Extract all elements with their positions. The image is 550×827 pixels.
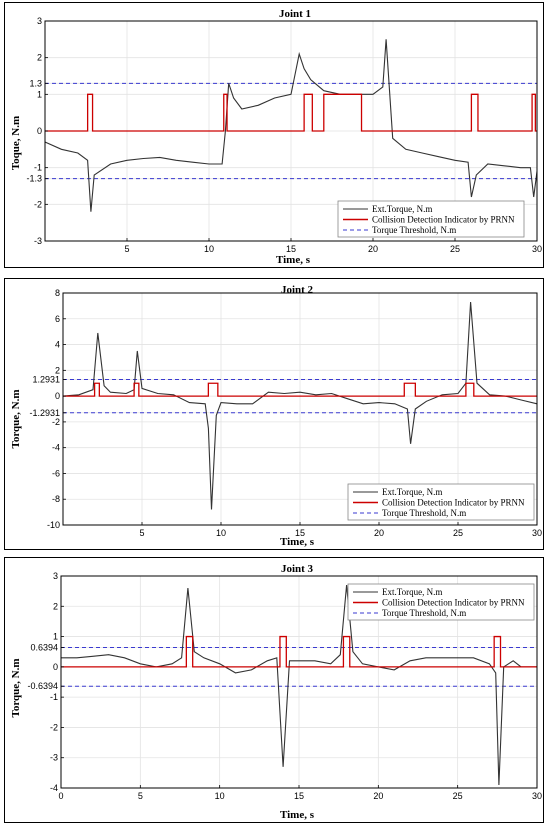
- y-tick-label: 0: [37, 126, 42, 136]
- y-tick-label: 0: [55, 391, 60, 401]
- legend-entry: Ext.Torque, N.m: [372, 204, 432, 214]
- y-tick-label: 1.2931: [32, 374, 60, 384]
- collision-indicator-line: [61, 635, 537, 668]
- x-tick-label: 30: [532, 244, 542, 254]
- x-axis-label: Time, s: [276, 254, 311, 266]
- y-tick-label: 8: [55, 288, 60, 298]
- x-tick-label: 0: [58, 791, 63, 801]
- x-tick-label: 30: [532, 528, 542, 538]
- x-tick-label: 10: [216, 528, 226, 538]
- x-tick-label: 20: [374, 528, 384, 538]
- y-tick-label: -3: [50, 753, 58, 763]
- y-tick-label: 4: [55, 340, 60, 350]
- y-tick-label: 2: [55, 365, 60, 375]
- x-tick-label: 10: [215, 791, 225, 801]
- y-tick-label: 2: [37, 53, 42, 63]
- x-tick-label: 15: [295, 528, 305, 538]
- y-tick-label: 0.6394: [30, 642, 58, 652]
- y-tick-label: -6: [52, 468, 60, 478]
- legend-entry: Collision Detection Indicator by PRNN: [372, 215, 515, 225]
- ext-torque-line: [61, 585, 537, 786]
- x-tick-label: 15: [286, 244, 296, 254]
- collision-indicator-line: [63, 382, 537, 397]
- joint-2-chart-panel: Joint 2 Time, s Torque, N.m 5 10 15 20 25 30-…: [4, 278, 544, 550]
- y-tick-label: 1: [37, 89, 42, 99]
- y-tick-label: -2: [52, 417, 60, 427]
- x-tick-label: 25: [450, 244, 460, 254]
- chart-title: Joint 1: [279, 8, 311, 20]
- x-tick-label: 20: [373, 791, 383, 801]
- y-tick-label: 6: [55, 314, 60, 324]
- chart-title: Joint 2: [281, 284, 314, 296]
- joint-3-chart-panel: Joint 3 Time, s Torque, N.m 0 5 10 15 20 25 30…: [4, 557, 544, 823]
- y-tick-label: 3: [37, 16, 42, 26]
- x-tick-label: 5: [138, 791, 143, 801]
- y-tick-label: 1: [53, 632, 58, 642]
- legend-entry: Torque Threshold, N.m: [382, 508, 466, 518]
- x-tick-label: 25: [453, 528, 463, 538]
- joint-2-chart: Joint 2 Time, s Torque, N.m 5 10 15 20 25 30-…: [10, 284, 542, 548]
- y-tick-label: -3: [34, 236, 42, 246]
- joint-1-chart-panel: Joint 1 Time, s Toque, N.m 5 10 15 20 25 30 -3…: [4, 2, 544, 268]
- legend-entry: Torque Threshold, N.m: [372, 225, 456, 235]
- x-axis-label: Time, s: [280, 809, 315, 821]
- legend-box: [347, 483, 535, 521]
- y-tick-label: -0.6394: [27, 681, 58, 691]
- x-tick-label: 15: [294, 791, 304, 801]
- y-tick-label: 3: [53, 571, 58, 581]
- y-tick-label: -4: [50, 783, 58, 793]
- ext-torque-line: [62, 301, 538, 510]
- y-tick-label: -1.3: [26, 174, 42, 184]
- ext-torque-line: [44, 39, 538, 212]
- y-axis-label: Torque, N.m: [10, 390, 22, 449]
- y-tick-label: -1.2931: [29, 408, 60, 418]
- legend-entry: Ext.Torque, N.m: [382, 587, 442, 597]
- y-tick-label: -8: [52, 494, 60, 504]
- x-tick-label: 10: [204, 244, 214, 254]
- y-tick-label: 1.3: [29, 78, 42, 88]
- y-tick-label: -2: [50, 722, 58, 732]
- joint-3-chart: Joint 3 Time, s Torque, N.m 0 5 10 15 20 25 30…: [10, 563, 542, 821]
- x-tick-label: 30: [532, 791, 542, 801]
- legend-entry: Ext.Torque, N.m: [382, 487, 442, 497]
- legend-entry: Collision Detection Indicator by PRNN: [382, 598, 525, 608]
- y-axis-label: Toque, N.m: [10, 116, 22, 170]
- x-tick-label: 25: [453, 791, 463, 801]
- collision-indicator-line: [45, 93, 537, 132]
- y-tick-label: -1: [50, 692, 58, 702]
- x-axis-label: Time, s: [280, 536, 315, 548]
- legend-box: [337, 200, 525, 238]
- y-tick-label: -1: [34, 163, 42, 173]
- x-tick-label: 20: [368, 244, 378, 254]
- x-tick-label: 5: [139, 528, 144, 538]
- y-tick-label: -10: [47, 520, 60, 530]
- joint-1-chart: Joint 1 Time, s Toque, N.m 5 10 15 20 25 30-3…: [10, 8, 542, 266]
- y-tick-label: 0: [53, 662, 58, 672]
- y-tick-label: -2: [34, 199, 42, 209]
- legend-entry: Torque Threshold, N.m: [382, 608, 466, 618]
- chart-title: Joint 3: [281, 563, 314, 575]
- legend-entry: Collision Detection Indicator by PRNN: [382, 498, 525, 508]
- y-tick-label: -4: [52, 443, 60, 453]
- y-tick-label: 2: [53, 601, 58, 611]
- y-axis-label: Torque, N.m: [10, 659, 22, 718]
- x-tick-label: 5: [124, 244, 129, 254]
- legend-box: [347, 583, 535, 621]
